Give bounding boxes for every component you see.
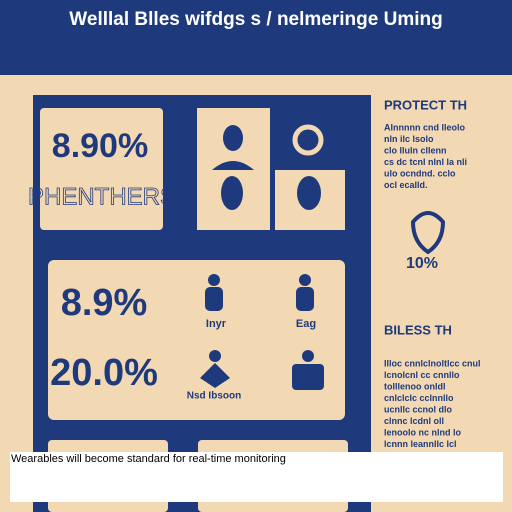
icon	[200, 274, 324, 390]
stat: 8.90%	[52, 127, 148, 165]
text-line: tolllenoo onldl	[384, 381, 446, 391]
text-line: ocl ecalld.	[384, 180, 428, 190]
stat: 8.9%	[61, 282, 148, 324]
text-line: lenoolo nc nlnd lo	[384, 427, 461, 437]
text-line: lcnnn leannllc lcl	[384, 439, 457, 449]
icon-label: Inyr	[206, 318, 227, 330]
title: Welllal Blles wifdgs s / nelmeringe Umin…	[69, 9, 442, 30]
text-line: clnnc lcdnl oll	[384, 416, 444, 426]
stat-card	[40, 108, 163, 230]
sidebar-percent: 10%	[406, 255, 438, 272]
sidebar-heading: BILESS TH	[384, 322, 452, 337]
text-line: ucnllc ccnol dlo	[384, 404, 453, 414]
heart-icon	[410, 211, 446, 255]
text-line: cs dc tcnl nlnl la nli	[384, 157, 467, 167]
text-line: Alnnnnn cnd lleolo	[384, 122, 465, 132]
person-icon	[212, 125, 254, 210]
sidebar-heading: PROTECT TH	[384, 97, 467, 112]
text-line: Illoc cnnlclnoltlcc cnul	[384, 358, 481, 368]
text-line: clo lluln cllenn	[384, 145, 447, 155]
person-icon	[297, 176, 321, 210]
text-line: lcnolcnl cc cnnllo	[384, 370, 460, 380]
stat: 20.0%	[50, 352, 158, 394]
text-line: nln ilc lsolo	[384, 134, 434, 144]
caption: Wearables will become standard for real-…	[11, 453, 286, 465]
person-icon	[292, 124, 324, 156]
text-line: cnlclclc cclnnllo	[384, 393, 454, 403]
sidebar-text: Illoc cnnlclnoltlcc cnul lcnolcnl cc cnnl…	[384, 358, 481, 449]
text-line: ulo ocndnd. cclo	[384, 168, 456, 178]
stats-card	[48, 260, 345, 420]
icon-label: Nsd Ibsoon	[187, 391, 241, 402]
stat-label: PHENTHERS	[28, 183, 176, 210]
caption-box	[10, 452, 503, 502]
icon-label: Eag	[296, 318, 316, 330]
